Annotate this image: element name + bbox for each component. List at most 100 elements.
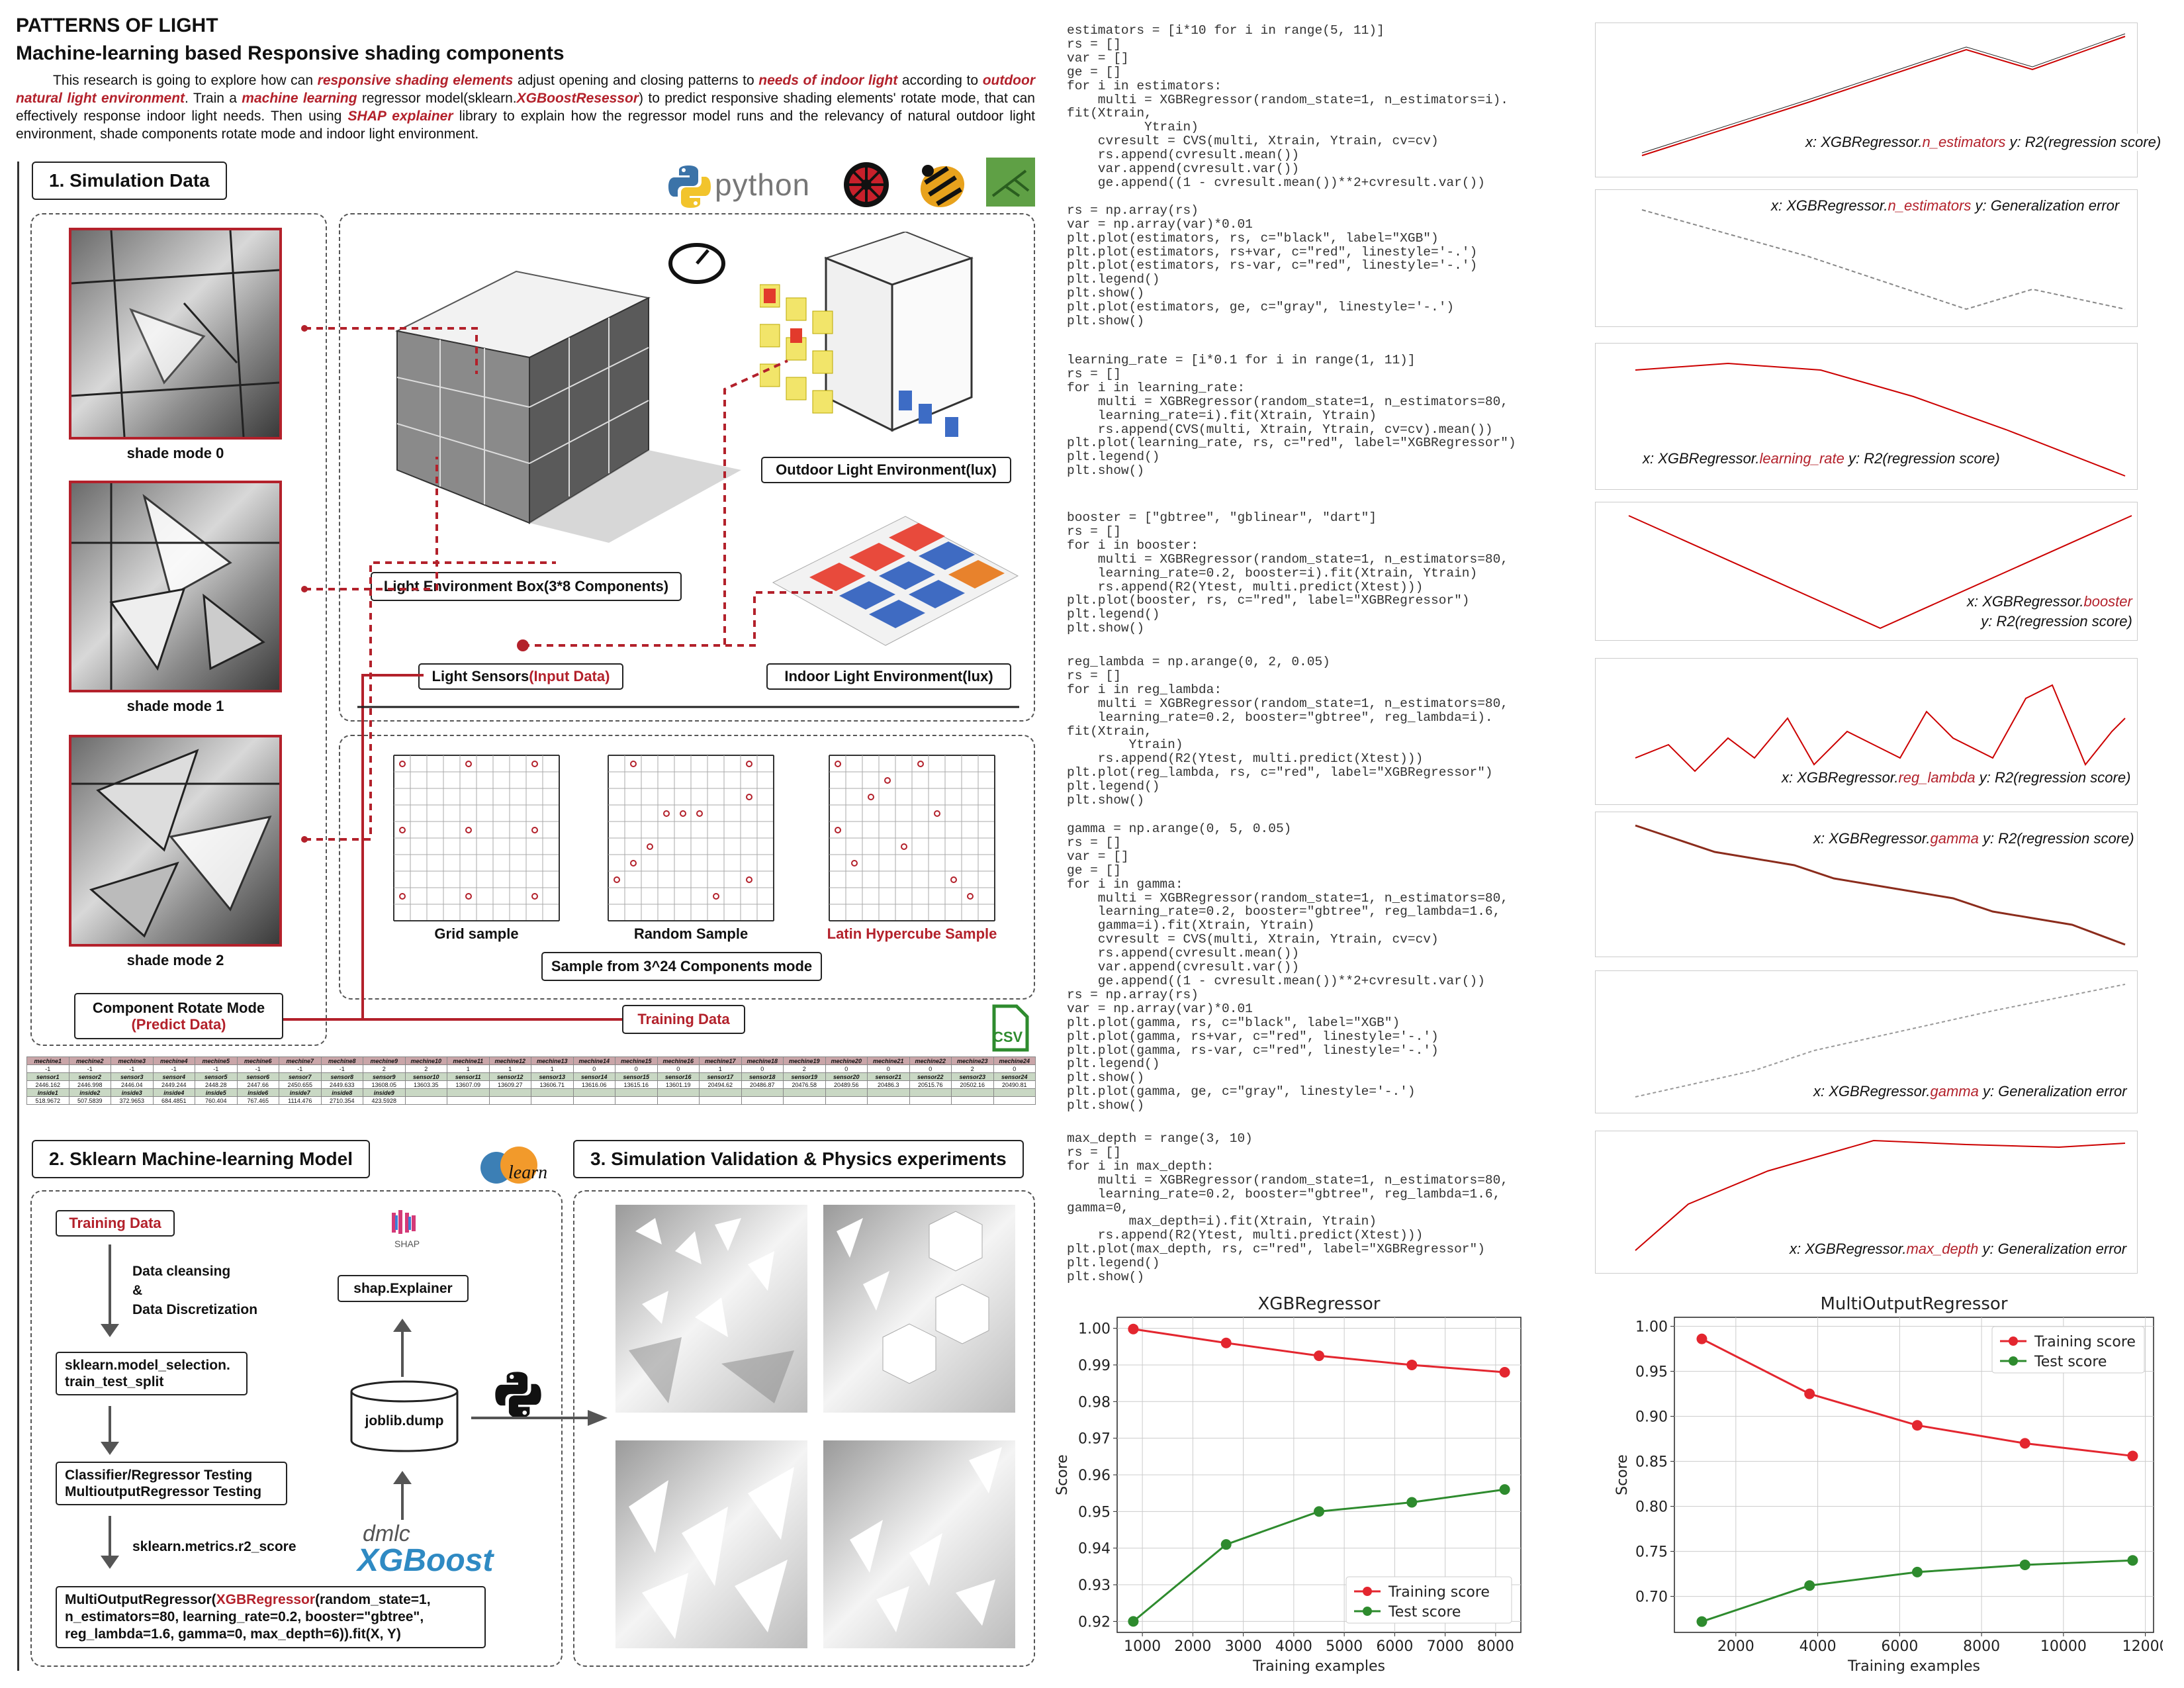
sample-point (950, 876, 957, 883)
data-table-cell (783, 1088, 826, 1097)
data-table-cell: 2449.633 (320, 1080, 363, 1089)
sample-point (884, 777, 891, 784)
data-table-cell: sensor17 (699, 1072, 742, 1081)
data-table-cell: 2446.998 (68, 1080, 111, 1089)
tuning-panel-1 (1595, 23, 2138, 177)
data-table-cell: inside2 (68, 1088, 111, 1097)
code-block-max-depth: max_depth = range(3, 10) rs = [] for i i… (1067, 1131, 1509, 1285)
data-table-cell: 423.5928 (363, 1096, 406, 1105)
data-table-cell: 20502.16 (951, 1080, 994, 1089)
validation-box (573, 1190, 1035, 1667)
grid-sample-caption: Grid sample (434, 925, 519, 942)
data-point-training (1406, 1359, 1418, 1370)
data-point-test (1406, 1497, 1418, 1508)
data-table-cell: 507.5839 (68, 1096, 111, 1105)
sample-point (917, 761, 924, 767)
data-table-cell: mechine17 (699, 1056, 742, 1065)
data-table-cell: 0 (572, 1064, 615, 1073)
sample-point (531, 893, 538, 900)
data-table-cell: sensor9 (363, 1072, 406, 1081)
data-table-cell (867, 1088, 910, 1097)
data-table-cell: mechine13 (531, 1056, 574, 1065)
data-table-cell: sensor22 (909, 1072, 952, 1081)
sklearn-logo-icon: learn (478, 1145, 564, 1188)
regressor-testing-box: Classifier/Regressor Testing MultioutputR… (56, 1462, 287, 1505)
data-table-cell: mechine7 (279, 1056, 322, 1065)
data-table-cell: mechine2 (68, 1056, 111, 1065)
data-table-cell: 2447.66 (236, 1080, 279, 1089)
data-point-test (1911, 1566, 1923, 1577)
data-table-cell: sensor24 (993, 1072, 1036, 1081)
tuning-caption-2: x: XGBRegressor.n_estimators y: Generali… (1768, 197, 2122, 214)
data-table-row: mechine1 mechine2 mechine3 mechine4 mechine5… (26, 1056, 1036, 1065)
data-table-cell: -1 (111, 1064, 154, 1073)
x-axis-label: Training examples (1847, 1658, 1980, 1675)
data-table-cell (699, 1088, 742, 1097)
x-tick-label: 2000 (1174, 1638, 1211, 1655)
data-table-cell: 20494.62 (699, 1080, 742, 1089)
training-data-flow: Training Data (56, 1210, 175, 1237)
data-table-cell: sensor2 (68, 1072, 111, 1081)
sim-image-1 (615, 1205, 807, 1413)
data-table-cell (404, 1088, 447, 1097)
data-point-test (1220, 1539, 1232, 1550)
data-table-cell (993, 1088, 1036, 1097)
data-table-cell: mechine21 (867, 1056, 910, 1065)
data-table: mechine1 mechine2 mechine3 mechine4 mechine5… (26, 1056, 1036, 1105)
arrow-down-3 (101, 1516, 119, 1569)
tuning-caption-8: x: XGBRegressor.max_depth y: Generalizat… (1787, 1241, 2130, 1258)
code-block-booster: booster = ["gbtree", "gblinear", "dart"]… (1067, 510, 1509, 636)
sample-point (630, 761, 637, 767)
code-block-estimators: estimators = [i*10 for i in range(5, 11)… (1067, 23, 1509, 329)
joblib-database-icon (350, 1380, 459, 1452)
data-table-cell (993, 1096, 1036, 1105)
code-block-gamma: gamma = np.arange(0, 5, 0.05) rs = [] va… (1067, 821, 1509, 1113)
sample-point (647, 843, 653, 850)
sample-point (934, 810, 940, 817)
x-tick-label: 3000 (1225, 1638, 1262, 1655)
x-tick-label: 6000 (1881, 1638, 1918, 1655)
data-table-cell: 0 (825, 1064, 868, 1073)
sim-image-4 (823, 1440, 1015, 1648)
data-table-cell: inside7 (279, 1088, 322, 1097)
sampling-box (339, 735, 1035, 1000)
data-table-cell (488, 1096, 531, 1105)
data-table-cell: -1 (320, 1064, 363, 1073)
data-point-training (1911, 1420, 1923, 1431)
data-table-cell (615, 1088, 658, 1097)
x-tick-label: 4000 (1799, 1638, 1837, 1655)
data-table-cell (741, 1088, 784, 1097)
sample-point (713, 893, 719, 900)
honeybee-logo-icon (915, 156, 970, 212)
tuning-caption-1: x: XGBRegressor.n_estimators y: R2(regre… (1803, 134, 2164, 151)
code-block-reg-lambda: reg_lambda = np.arange(0, 2, 0.05) rs = … (1067, 655, 1509, 808)
sample-point (851, 860, 858, 867)
data-table-cell: 0 (657, 1064, 700, 1073)
data-table-cell: mechine12 (488, 1056, 531, 1065)
data-table-cell: sensor11 (447, 1072, 490, 1081)
section2-header: 2. Sklearn Machine-learning Model (32, 1140, 371, 1178)
y-tick-label: 0.85 (1635, 1454, 1668, 1471)
section3-header: 3. Simulation Validation & Physics exper… (573, 1140, 1024, 1178)
joblib-dump-text: joblib.dump (365, 1413, 444, 1429)
data-table-cell: 2710.354 (320, 1096, 363, 1105)
data-table-cell (951, 1088, 994, 1097)
indoor-light-label: Indoor Light Environment(lux) (766, 663, 1011, 690)
timer-icon (668, 243, 725, 284)
data-table-cell: -1 (68, 1064, 111, 1073)
data-table-cell: sensor7 (279, 1072, 322, 1081)
r2-score-text: sklearn.metrics.r2_score (132, 1539, 296, 1554)
data-table-cell: 760.404 (195, 1096, 238, 1105)
data-table-cell: inside1 (26, 1088, 69, 1097)
data-table-cell: sensor19 (783, 1072, 826, 1081)
shade-mode-0-image (69, 228, 282, 440)
x-tick-label: 5000 (1326, 1638, 1363, 1655)
shap-logo-icon: SHAP (385, 1209, 425, 1251)
y-tick-label: 0.97 (1078, 1431, 1111, 1448)
sample-point (465, 761, 472, 767)
data-table-cell: -1 (152, 1064, 195, 1073)
grid-sample-plot (393, 755, 560, 921)
data-table-cell: 1114.476 (279, 1096, 322, 1105)
data-table-cell: 1 (447, 1064, 490, 1073)
